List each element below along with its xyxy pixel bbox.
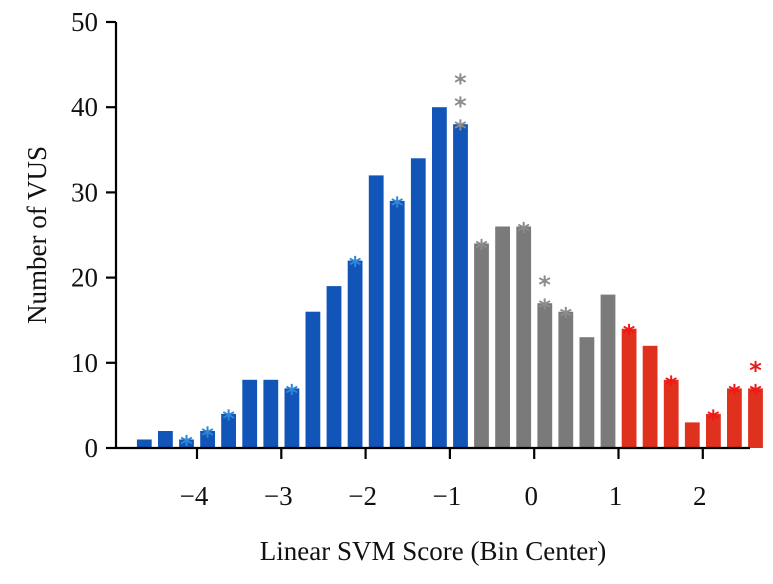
significance-star: * — [349, 252, 362, 280]
x-tick-label: −1 — [433, 481, 462, 511]
significance-star: * — [728, 379, 741, 407]
x-tick-label: −2 — [348, 481, 377, 511]
significance-star: * — [475, 235, 488, 263]
bar-3 — [200, 431, 215, 448]
significance-star: * — [454, 69, 467, 97]
significance-star: * — [517, 218, 530, 246]
significance-star: * — [560, 303, 573, 331]
y-tick-label: 30 — [71, 177, 98, 207]
x-tick-label: −4 — [180, 481, 209, 511]
bar-12 — [389, 200, 405, 448]
x-tick-label: 1 — [609, 481, 623, 511]
y-tick-label: 50 — [71, 7, 98, 37]
significance-star: * — [623, 320, 636, 348]
significance-star: * — [286, 379, 299, 407]
bar-16 — [474, 243, 489, 448]
significance-stars-layer: * ***************** ** — [180, 69, 762, 458]
significance-star: * — [665, 371, 678, 399]
bar-26 — [684, 422, 700, 448]
significance-star: * — [538, 294, 551, 322]
bar-29 — [748, 388, 763, 448]
x-tick-label: 2 — [693, 481, 707, 511]
bar-17 — [495, 226, 510, 448]
bar-6 — [263, 379, 279, 448]
bar-25 — [663, 379, 679, 448]
bar-7 — [284, 388, 300, 448]
bar-18 — [516, 226, 532, 448]
significance-star: * — [538, 271, 551, 299]
bar-15 — [453, 124, 468, 448]
significance-star: * — [749, 356, 762, 384]
x-axis-ticks: −4 −3 −2 −1 0 1 2 — [180, 448, 707, 511]
bar-20 — [558, 311, 574, 448]
significance-star: * — [180, 431, 193, 459]
y-tick-label: 20 — [71, 263, 98, 293]
bar-0 — [136, 439, 152, 448]
y-tick-label: 0 — [85, 433, 99, 463]
bar-28 — [727, 388, 742, 448]
significance-star: * — [707, 405, 720, 433]
bar-10 — [347, 260, 363, 448]
bar-22 — [600, 294, 616, 448]
bar-4 — [221, 413, 236, 448]
bar-11 — [368, 175, 384, 448]
bars-layer — [136, 107, 763, 449]
x-axis-title: Linear SVM Score (Bin Center) — [260, 536, 606, 566]
significance-star: * — [391, 192, 404, 220]
y-tick-label: 10 — [71, 348, 98, 378]
bar-9 — [326, 286, 342, 448]
bar-8 — [305, 311, 321, 448]
y-axis-ticks: 0 10 20 30 40 50 — [71, 7, 116, 463]
y-tick-label: 40 — [71, 92, 98, 122]
bar-13 — [410, 158, 426, 449]
significance-star: * — [201, 422, 214, 450]
y-axis-title: Number of VUS — [22, 146, 52, 324]
significance-star: * — [222, 405, 235, 433]
bar-24 — [642, 345, 658, 448]
significance-star: * — [454, 115, 467, 143]
significance-star: * — [749, 379, 762, 407]
bar-27 — [706, 413, 721, 448]
bar-1 — [158, 431, 173, 448]
x-tick-label: 0 — [524, 481, 538, 511]
bar-23 — [621, 328, 637, 448]
x-tick-label: −3 — [264, 481, 293, 511]
bar-19 — [537, 303, 553, 448]
bar-5 — [242, 379, 258, 448]
bar-14 — [432, 107, 447, 448]
bar-21 — [579, 337, 595, 448]
bar-2 — [179, 439, 194, 448]
significance-star: * — [454, 92, 467, 120]
